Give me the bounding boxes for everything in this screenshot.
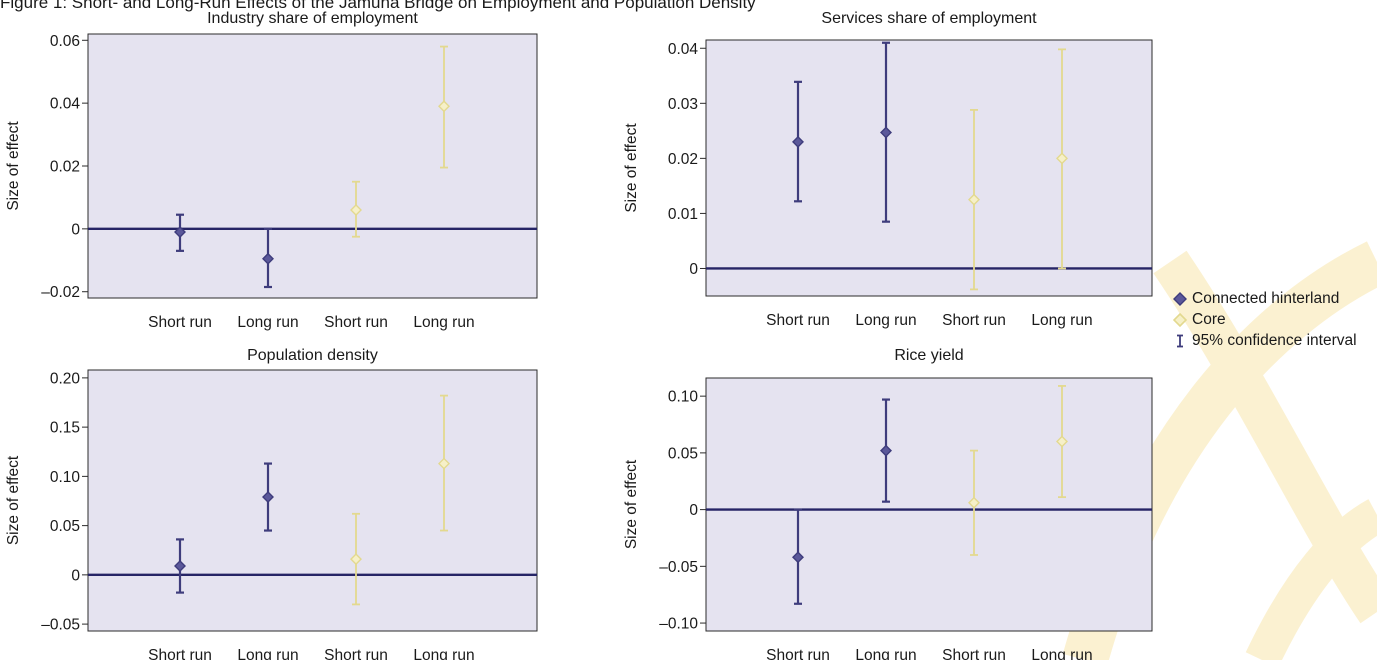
legend-label-connected-hinterland: Connected hinterland (1192, 289, 1340, 307)
x-tick-label: Short run (766, 312, 830, 329)
y-tick-label: 0.10 (50, 469, 81, 486)
point-marker (438, 457, 450, 470)
x-tick-label: Long run (1031, 312, 1092, 329)
point-marker (792, 135, 804, 148)
series-core (968, 48, 1068, 291)
x-tick-label: Short run (942, 647, 1006, 660)
y-axis-label: Size of effect (623, 459, 640, 549)
x-tick-label: Short run (324, 314, 388, 331)
y-axis-label: Size of effect (5, 455, 22, 545)
x-tick-label: Short run (148, 647, 212, 660)
point-marker (262, 252, 274, 265)
point-marker (438, 100, 450, 113)
y-tick-label: 0.02 (50, 159, 80, 176)
y-tick-label: 0.20 (50, 370, 81, 387)
y-tick-label: –0.05 (41, 617, 80, 634)
x-tick-label: Long run (413, 647, 474, 660)
y-tick-label: –0.05 (659, 559, 698, 576)
panel-title: Industry share of employment (207, 10, 418, 27)
plot-area (705, 377, 1153, 632)
point-marker (1056, 435, 1068, 448)
series-connected-hinterland (174, 462, 274, 594)
plot-area (87, 369, 538, 632)
point-marker (350, 553, 362, 566)
point-marker (174, 226, 186, 238)
x-tick-label: Long run (237, 647, 298, 660)
point-marker (968, 496, 980, 509)
y-axis-label: Size of effect (5, 121, 22, 211)
watermark-arc (1245, 499, 1377, 660)
series-core (350, 45, 450, 238)
x-tick-label: Short run (766, 647, 830, 660)
x-tick-label: Long run (855, 647, 916, 660)
error-bar-icon (1177, 334, 1183, 347)
y-tick-label: 0 (71, 567, 80, 584)
x-tick-label: Long run (413, 314, 474, 331)
series-core (350, 394, 450, 606)
point-marker (1056, 152, 1068, 165)
panel-services-share-of-employment: Services share of employment Size of effe… (623, 10, 1153, 329)
legend-label-core: Core (1192, 310, 1226, 328)
figure-title: Figure 1: Short- and Long-Run Effects of… (0, 0, 756, 12)
watermark-arc (1153, 250, 1377, 624)
point-marker (262, 491, 274, 504)
x-tick-label: Short run (942, 312, 1006, 329)
x-tick-label: Short run (324, 647, 388, 660)
panel-population-density: Population density Size of effect –0.05 0 0.… (5, 347, 538, 660)
point-marker (792, 551, 804, 564)
series-connected-hinterland (792, 398, 892, 605)
y-tick-label: 0.04 (50, 96, 81, 113)
chart-panels: Industry share of employment Size of effe… (5, 10, 1153, 660)
legend-label-confidence-interval: 95% confidence interval (1192, 331, 1357, 349)
y-tick-label: 0 (689, 502, 698, 519)
panel-title: Rice yield (894, 347, 963, 364)
legend-item-core: Core (1173, 309, 1357, 330)
y-tick-label: 0.02 (668, 151, 698, 168)
panel-title: Services share of employment (821, 10, 1037, 27)
point-marker (968, 193, 980, 206)
y-tick-label: –0.10 (659, 616, 698, 633)
y-tick-label: 0.06 (50, 33, 80, 50)
y-axis-label: Size of effect (623, 123, 640, 213)
x-tick-label: Long run (1031, 647, 1092, 660)
legend-item-connected-hinterland: Connected hinterland (1173, 288, 1357, 309)
series-connected-hinterland (174, 213, 274, 289)
point-marker (880, 444, 892, 457)
legend: Connected hinterland Core 95% confidence… (1173, 288, 1357, 351)
x-tick-label: Long run (855, 312, 916, 329)
panel-rice-yield: Rice yield Size of effect –0.10 –0.05 0 0.05 0… (623, 347, 1153, 660)
y-tick-label: 0.05 (668, 445, 698, 462)
panel-title: Population density (247, 347, 378, 364)
series-core (968, 385, 1068, 556)
plot-area (87, 33, 538, 299)
y-tick-label: 0.05 (50, 518, 80, 535)
point-marker (350, 204, 362, 216)
y-tick-label: 0.03 (668, 96, 698, 113)
y-tick-label: –0.02 (41, 284, 80, 301)
y-tick-label: 0.01 (668, 206, 698, 223)
y-tick-label: 0 (689, 261, 698, 278)
y-tick-label: 0.10 (668, 389, 699, 406)
x-tick-label: Long run (237, 314, 298, 331)
y-tick-label: 0 (71, 221, 80, 238)
x-tick-label: Short run (148, 314, 212, 331)
y-tick-label: 0.04 (668, 41, 699, 58)
open-diamond-icon (1173, 312, 1187, 327)
plot-area (705, 39, 1153, 297)
point-marker (174, 560, 186, 572)
filled-diamond-icon (1173, 291, 1187, 306)
y-tick-label: 0.15 (50, 420, 80, 437)
series-connected-hinterland (792, 41, 892, 223)
panel-industry-share-of-employment: Industry share of employment Size of effe… (5, 10, 538, 331)
point-marker (880, 126, 892, 139)
legend-item-confidence-interval: 95% confidence interval (1173, 330, 1357, 351)
